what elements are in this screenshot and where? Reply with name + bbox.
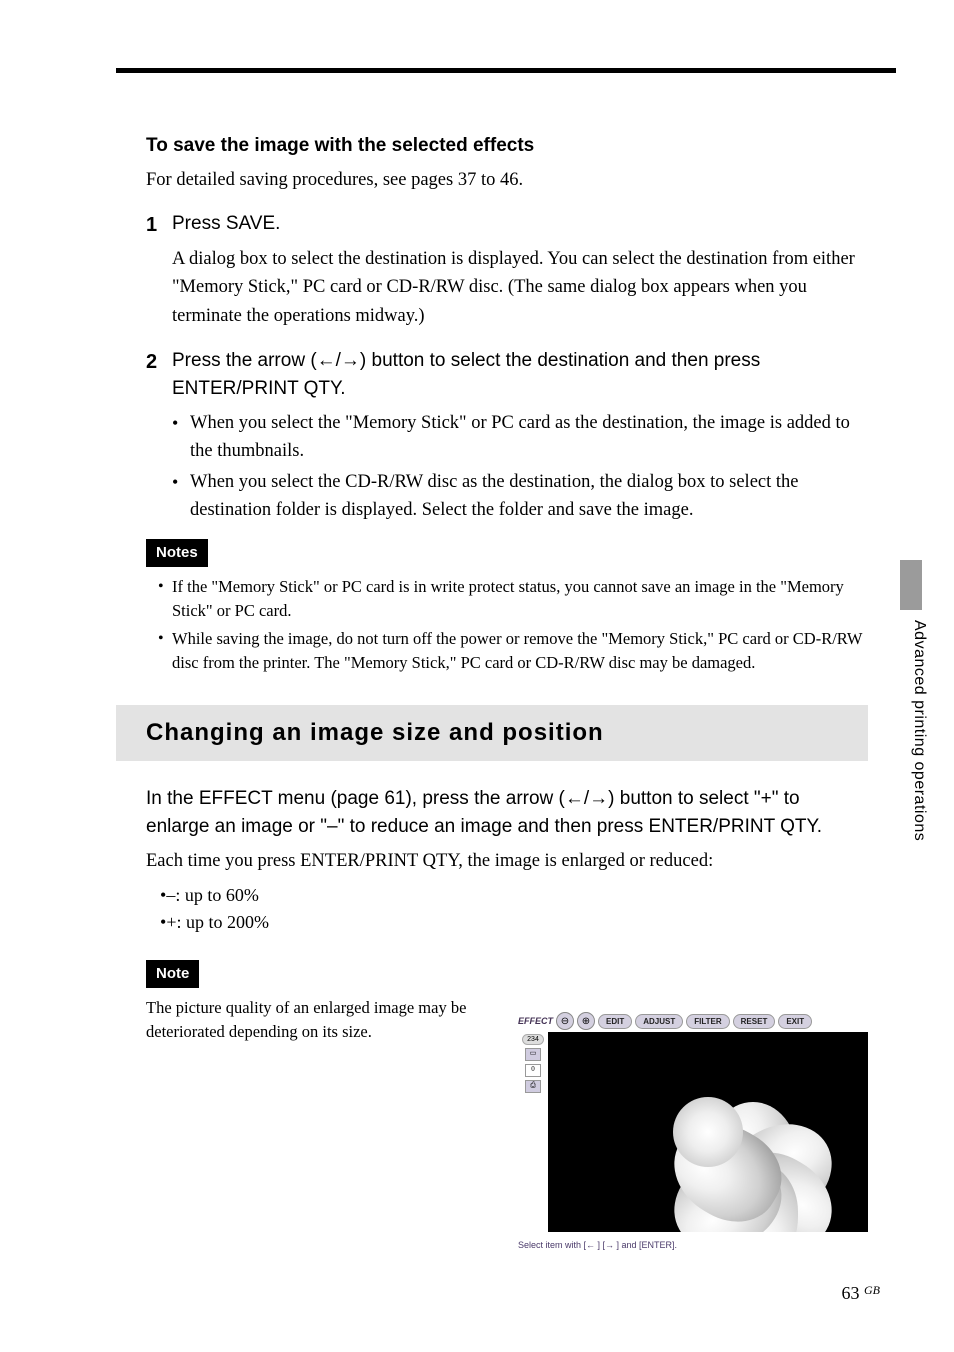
side-tab-label: Advanced printing operations [910,620,928,841]
bullet-marker: • [158,627,172,675]
subsection-heading: To save the image with the selected effe… [146,132,868,161]
page-number: 63 GB [842,1283,881,1304]
note-text: If the "Memory Stick" or PC card is in w… [172,575,868,623]
edit-button: EDIT [598,1014,632,1029]
step-2: 2 Press the arrow (←/→) button to select… [146,347,868,525]
effect-label: EFFECT [518,1016,553,1026]
note-description: The picture quality of an enlarged image… [146,996,506,1044]
bullet-text: When you select the CD-R/RW disc as the … [190,469,868,525]
bullet-text: When you select the "Memory Stick" or PC… [190,410,868,466]
folder-icon: ▭ [525,1048,541,1061]
note-item: • If the "Memory Stick" or PC card is in… [158,575,868,623]
zoom-out-icon: ⊖ [556,1012,574,1030]
note-label: Note [146,960,199,989]
step-title: Press the arrow (←/→) button to select t… [172,347,868,404]
printer-icon: ⎙ [525,1080,541,1093]
filter-button: FILTER [686,1014,729,1029]
main-instruction: In the EFFECT menu (page 61), press the … [146,785,868,842]
note-item: • While saving the image, do not turn of… [158,627,868,675]
zoom-bullet: •+: up to 200% [160,909,868,936]
instruction-description: Each time you press ENTER/PRINT QTY, the… [146,848,868,876]
note-text: While saving the image, do not turn off … [172,627,868,675]
intro-text: For detailed saving procedures, see page… [146,167,868,195]
side-tab: Advanced printing operations [898,560,934,890]
bullet-marker: • [158,575,172,623]
main-content: To save the image with the selected effe… [146,132,868,1044]
step-number: 2 [146,347,172,525]
zoom-in-icon: ⊕ [577,1012,595,1030]
step-1: 1 Press SAVE. A dialog box to select the… [146,210,868,331]
header-bar [116,68,896,73]
exit-button: EXIT [778,1014,812,1029]
step-number: 1 [146,210,172,331]
counter-badge: 234 [522,1034,544,1045]
printer-screenshot: EFFECT ⊖ ⊕ EDIT ADJUST FILTER RESET EXIT… [518,1012,868,1250]
bullet-marker: • [172,410,190,466]
zoom-bullet: •–: up to 60% [160,882,868,909]
reset-button: RESET [733,1014,776,1029]
notes-label: Notes [146,539,208,568]
bullet-marker: • [172,469,190,525]
side-tab-bar [900,560,922,610]
printer-footer-text: Select item with [← ] [→ ] and [ENTER]. [518,1240,868,1250]
step-description: A dialog box to select the destination i… [172,245,868,331]
preview-screen [548,1032,868,1232]
zero-indicator: 0 [525,1064,541,1077]
section-heading: Changing an image size and position [116,705,868,761]
page-suffix: GB [864,1283,880,1297]
step-title: Press SAVE. [172,210,868,239]
adjust-button: ADJUST [635,1014,683,1029]
bullet-item: • When you select the "Memory Stick" or … [172,410,868,466]
bullet-item: • When you select the CD-R/RW disc as th… [172,469,868,525]
